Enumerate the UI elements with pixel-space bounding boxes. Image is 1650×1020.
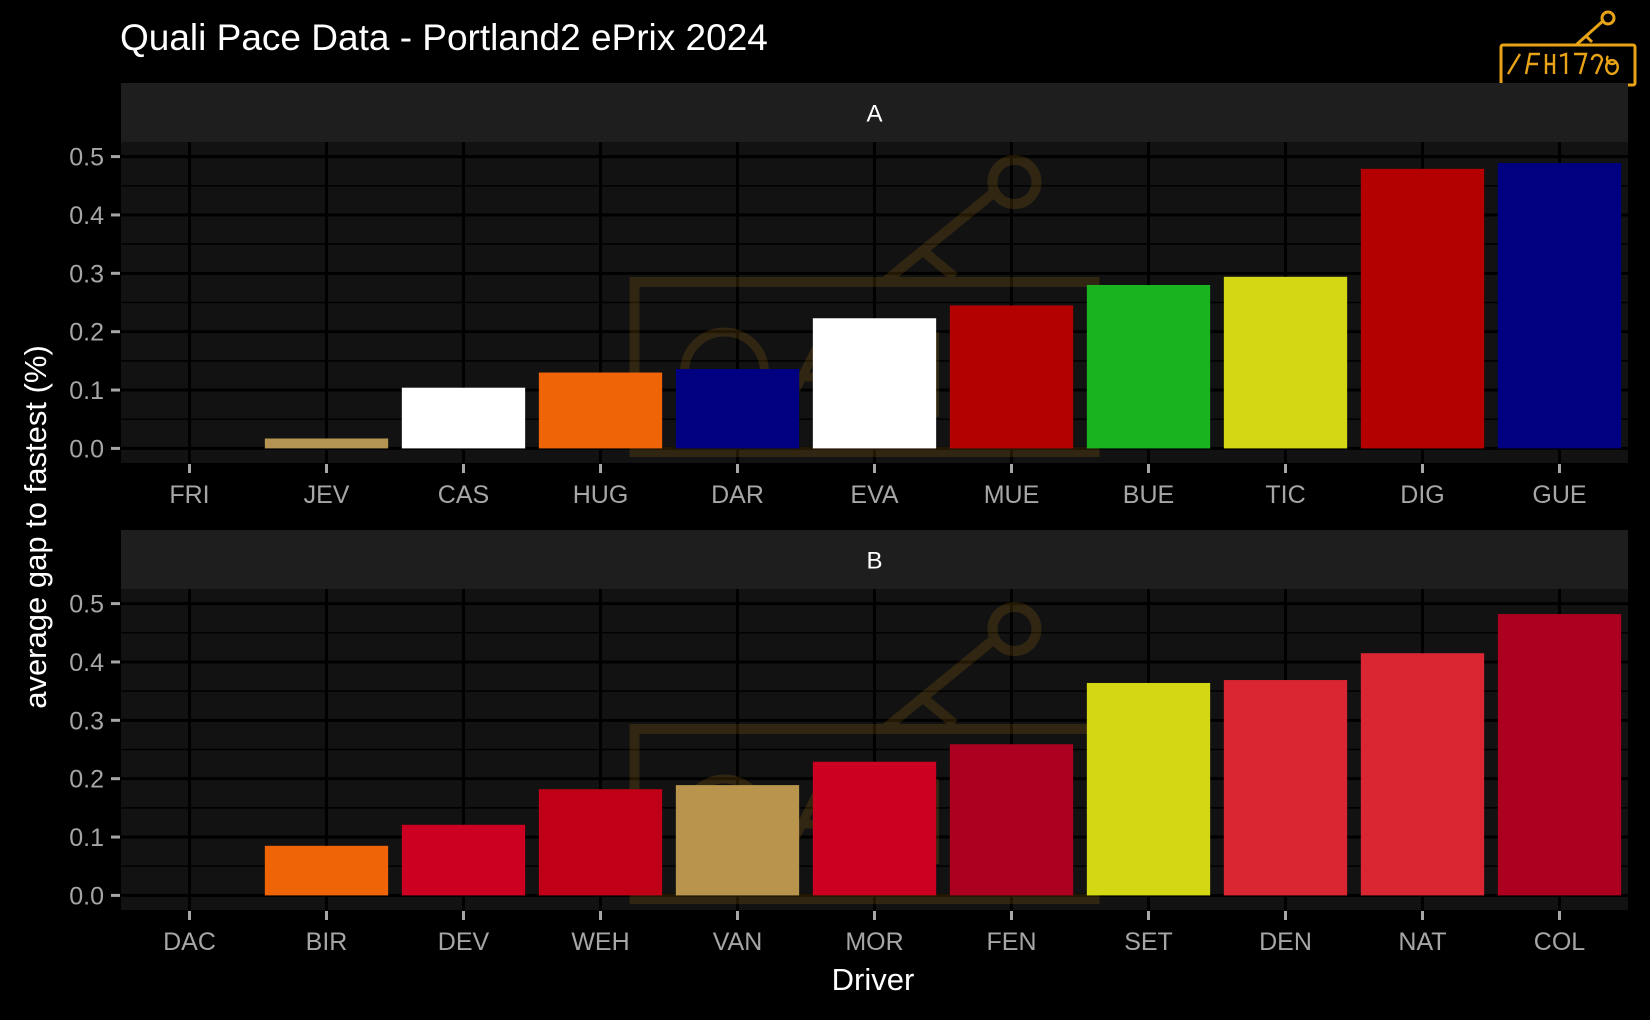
y-tick-label: 0.3 [69, 707, 104, 735]
bar-set [1086, 682, 1211, 896]
bar-van [675, 785, 800, 896]
x-tick-label-bir: BIR [306, 928, 348, 956]
y-tick-label: 0.3 [69, 260, 104, 288]
y-tick-label: 0.4 [69, 202, 104, 230]
facet-strip [121, 530, 1628, 589]
x-tick-label-van: VAN [713, 928, 763, 956]
bar-fen [949, 744, 1074, 896]
bar-col [1497, 614, 1622, 896]
x-tick-label-bue: BUE [1123, 481, 1174, 509]
x-tick-label-col: COL [1534, 928, 1586, 956]
y-tick-label: 0.0 [69, 882, 104, 910]
y-tick-label: 0.5 [69, 144, 104, 172]
y-tick-label: 0.0 [69, 435, 104, 463]
bar-dig [1360, 168, 1485, 449]
x-tick-label-dig: DIG [1400, 481, 1444, 509]
bar-tic [1223, 276, 1348, 449]
bar-eva [812, 318, 937, 449]
x-tick-label-fri: FRI [169, 481, 209, 509]
panel-A: A 0.0 0.1 0.2 0.3 0.4 0.5 FRI JEV CAS HUG DAR EVA MUE… [69, 83, 1628, 509]
bar-den [1223, 680, 1348, 896]
bar-jev [264, 438, 389, 449]
y-tick-label: 0.1 [69, 377, 104, 405]
y-tick-label: 0.4 [69, 649, 104, 677]
x-tick-label-set: SET [1124, 928, 1173, 956]
x-tick-label-dar: DAR [711, 481, 764, 509]
y-axis-title: average gap to fastest (%) [18, 345, 53, 709]
chart-title: Quali Pace Data - Portland2 ePrix 2024 [120, 17, 768, 58]
x-axis-title: Driver [832, 962, 915, 997]
x-tick-label-fen: FEN [987, 928, 1037, 956]
bar-hug [538, 372, 663, 449]
bar-weh [538, 789, 663, 896]
facet-strip [121, 83, 1628, 142]
y-tick-label: 0.2 [69, 766, 104, 794]
panel-B: B 0.0 0.1 0.2 0.3 0.4 0.5 DAC BIR DEV WEH VAN MOR FEN… [69, 530, 1628, 956]
y-tick-label: 0.2 [69, 319, 104, 347]
x-tick-label-den: DEN [1259, 928, 1312, 956]
facet-strip-label: A [866, 101, 882, 128]
x-tick-label-weh: WEH [571, 928, 629, 956]
bar-bir [264, 845, 389, 896]
bar-nat [1360, 653, 1485, 896]
x-tick-label-dac: DAC [163, 928, 216, 956]
x-tick-label-hug: HUG [573, 481, 629, 509]
x-tick-label-eva: EVA [850, 481, 898, 509]
bar-cas [401, 387, 526, 449]
x-tick-label-dev: DEV [438, 928, 490, 956]
bar-gue [1497, 163, 1622, 449]
x-tick-label-mue: MUE [984, 481, 1040, 509]
bar-mue [949, 305, 1074, 449]
bar-mor [812, 761, 937, 896]
bar-dev [401, 824, 526, 896]
y-tick-label: 0.5 [69, 591, 104, 619]
x-tick-label-nat: NAT [1398, 928, 1446, 956]
x-tick-label-cas: CAS [438, 481, 489, 509]
bar-bue [1086, 284, 1211, 449]
facet-strip-label: B [866, 548, 882, 575]
x-tick-label-jev: JEV [304, 481, 350, 509]
x-tick-label-mor: MOR [845, 928, 903, 956]
y-tick-label: 0.1 [69, 824, 104, 852]
x-tick-label-tic: TIC [1265, 481, 1305, 509]
x-tick-label-gue: GUE [1532, 481, 1586, 509]
bar-dar [675, 369, 800, 449]
